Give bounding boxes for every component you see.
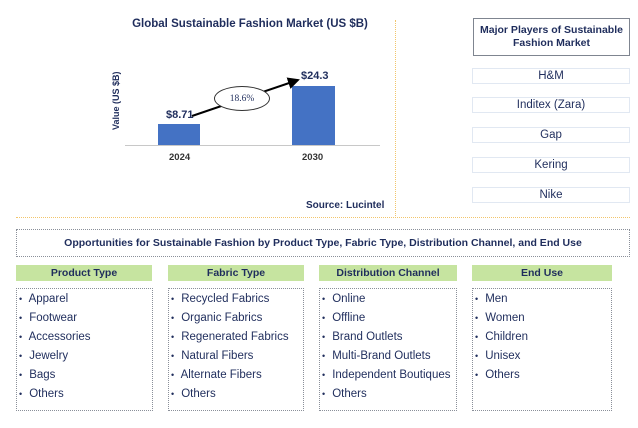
bar-2030 xyxy=(292,86,335,145)
list-item: • Children xyxy=(475,328,611,347)
player-item: H&M xyxy=(472,68,630,84)
list-item: • Unisex xyxy=(475,347,611,366)
list-item: • Natural Fibers xyxy=(171,347,303,366)
list-item: • Others xyxy=(19,385,152,404)
bullet-icon: • xyxy=(19,370,23,380)
list-item: • Men xyxy=(475,290,611,309)
bullet-icon: • xyxy=(171,332,175,342)
category-header-product-type: Product Type xyxy=(16,265,152,281)
list-item: • Jewelry xyxy=(19,347,152,366)
player-item: Gap xyxy=(472,127,630,143)
category-list-distribution-channel: • Online • Offline • Brand Outlets • Mul… xyxy=(319,288,457,411)
x-tick-2024: 2024 xyxy=(169,152,191,163)
list-item: • Bags xyxy=(19,366,152,385)
bullet-icon: • xyxy=(322,351,326,361)
chart-title: Global Sustainable Fashion Market (US $B… xyxy=(132,18,368,30)
bullet-icon: • xyxy=(171,294,175,304)
list-item: • Brand Outlets xyxy=(322,328,456,347)
value-label-2024: $8.71 xyxy=(166,109,194,121)
vertical-divider xyxy=(395,20,396,216)
player-item: Kering xyxy=(472,157,630,173)
category-header-distribution-channel: Distribution Channel xyxy=(319,265,457,281)
cagr-badge: 18.6% xyxy=(214,86,270,111)
opportunities-banner: Opportunities for Sustainable Fashion by… xyxy=(16,229,630,257)
list-item: • Organic Fabrics xyxy=(171,309,303,328)
list-item: • Multi-Brand Outlets xyxy=(322,347,456,366)
bullet-icon: • xyxy=(322,389,326,399)
bullet-icon: • xyxy=(322,370,326,380)
list-item: • Others xyxy=(171,385,303,404)
list-item: • Footwear xyxy=(19,309,152,328)
player-item: Inditex (Zara) xyxy=(472,97,630,113)
bullet-icon: • xyxy=(19,351,23,361)
list-item: • Recycled Fabrics xyxy=(171,290,303,309)
x-axis-line xyxy=(125,145,380,146)
list-item: • Women xyxy=(475,309,611,328)
bullet-icon: • xyxy=(322,332,326,342)
player-item: Nike xyxy=(472,187,630,203)
category-list-product-type: • Apparel • Footwear • Accessories • Jew… xyxy=(16,288,153,411)
bullet-icon: • xyxy=(475,294,479,304)
list-item: • Alternate Fibers xyxy=(171,366,303,385)
bullet-icon: • xyxy=(171,370,175,380)
list-item: • Online xyxy=(322,290,456,309)
list-item: • Accessories xyxy=(19,328,152,347)
y-axis-label: Value (US $B) xyxy=(111,71,121,130)
category-list-end-use: • Men • Women • Children • Unisex • Othe… xyxy=(472,288,612,411)
bullet-icon: • xyxy=(19,294,23,304)
horizontal-divider xyxy=(16,217,630,218)
list-item: • Others xyxy=(475,366,611,385)
list-item: • Regenerated Fabrics xyxy=(171,328,303,347)
players-header: Major Players of Sustainable Fashion Mar… xyxy=(473,18,630,56)
bullet-icon: • xyxy=(475,332,479,342)
bullet-icon: • xyxy=(475,351,479,361)
list-item: • Others xyxy=(322,385,456,404)
bullet-icon: • xyxy=(475,313,479,323)
category-list-fabric-type: • Recycled Fabrics • Organic Fabrics • R… xyxy=(168,288,304,411)
bullet-icon: • xyxy=(19,313,23,323)
category-header-end-use: End Use xyxy=(472,265,612,281)
list-item: • Offline xyxy=(322,309,456,328)
bullet-icon: • xyxy=(322,313,326,323)
bullet-icon: • xyxy=(19,389,23,399)
bullet-icon: • xyxy=(171,313,175,323)
source-label: Source: Lucintel xyxy=(306,200,385,211)
x-tick-2030: 2030 xyxy=(302,152,324,163)
bullet-icon: • xyxy=(171,389,175,399)
value-label-2030: $24.3 xyxy=(301,70,329,82)
bullet-icon: • xyxy=(475,370,479,380)
bar-2024 xyxy=(158,124,200,145)
bullet-icon: • xyxy=(19,332,23,342)
list-item: • Apparel xyxy=(19,290,152,309)
list-item: • Independent Boutiques xyxy=(322,366,456,385)
bullet-icon: • xyxy=(171,351,175,361)
category-header-fabric-type: Fabric Type xyxy=(168,265,304,281)
bullet-icon: • xyxy=(322,294,326,304)
